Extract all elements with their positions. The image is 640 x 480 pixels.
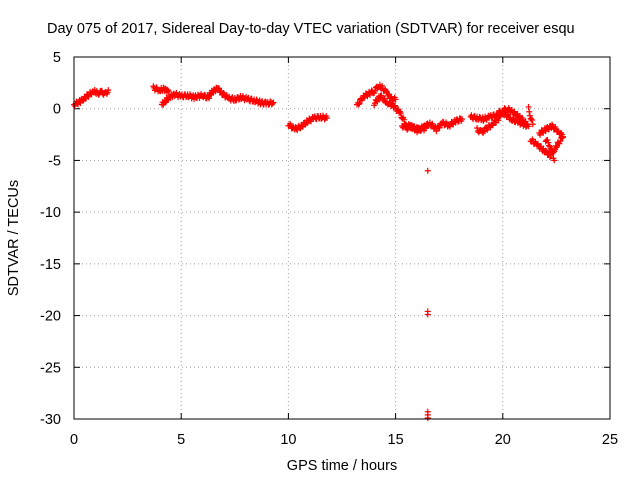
data-point [459,116,466,123]
data-point [165,88,172,95]
data-point [534,140,541,147]
data-point [559,133,566,140]
data-point [269,100,276,107]
data-point [557,138,564,145]
data-point [547,145,554,152]
y-axis-label: SDTVAR / TECUs [6,180,22,296]
data-point [400,116,407,123]
data-point [526,112,533,119]
data-point [356,100,363,107]
data-point [378,92,385,99]
data-point [79,97,86,104]
x-tick-label: 25 [602,432,618,448]
x-axis-label: GPS time / hours [287,458,397,474]
chart-title: Day 075 of 2017, Sidereal Day-to-day VTE… [47,21,575,37]
data-point [392,96,399,103]
data-point [525,123,532,130]
data-point [548,146,555,153]
data-point [529,121,536,128]
data-point [549,149,556,156]
x-tick-label: 15 [388,432,404,448]
x-tick-label: 10 [280,432,296,448]
y-tick-label: 5 [53,50,61,66]
data-point [433,128,440,135]
data-point [496,107,503,114]
x-tick-label: 20 [495,432,511,448]
data-point [372,87,379,94]
data-point [546,142,553,149]
y-tick-label: 0 [53,102,61,118]
data-point [392,102,399,109]
data-point [355,101,362,108]
data-point [544,136,551,143]
y-tick-label: -30 [40,412,61,428]
data-point [551,157,558,164]
data-point [374,98,381,105]
y-tick-label: -5 [48,153,61,169]
data-point [383,87,390,94]
plot-frame [73,56,611,420]
data-point [323,115,330,122]
data-point [529,117,536,124]
data-point [525,103,532,110]
y-tick-label: -10 [40,205,61,221]
data-point [410,123,417,130]
data-point [164,86,171,93]
data-point [397,110,404,117]
data-point [439,118,446,125]
data-point [526,108,533,115]
data-point [480,128,487,135]
y-tick-label: -15 [40,257,61,273]
data-point [287,120,294,127]
axis-ticks: 0 5 10 15 20 25 5 0 -5 -10 -15 -20 -25 -30 [40,50,618,448]
data-point [424,414,431,421]
data-point [105,87,112,94]
data-point [424,167,431,174]
y-tick-label: -20 [40,309,61,325]
x-tick-label: 5 [177,432,185,448]
data-point [270,99,277,106]
grid-lines [74,57,610,419]
data-point [95,91,102,98]
y-tick-label: -25 [40,360,61,376]
data-point [553,144,560,151]
data-point [545,139,552,146]
data-point [424,311,431,318]
data-point [542,147,549,154]
data-points [71,81,566,421]
data-point [495,117,502,124]
x-tick-label: 0 [70,432,78,448]
data-point [404,126,411,133]
data-point [505,111,512,118]
